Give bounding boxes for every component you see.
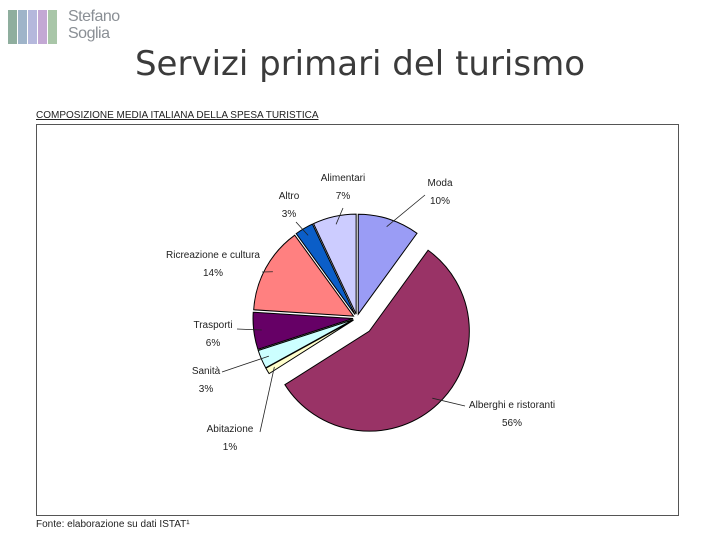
leader-line	[259, 366, 275, 433]
logo-mark	[8, 10, 58, 44]
slice-name-label: Trasporti	[193, 320, 232, 331]
slice-value-label: 10%	[430, 196, 450, 207]
leader-line	[386, 194, 426, 228]
pie-slice-alimentari	[312, 213, 357, 315]
logo-bar	[8, 10, 17, 44]
slide-title: Servizi primari del turismo	[134, 44, 586, 84]
source-note: Fonte: elaborazione su dati ISTAT¹	[36, 519, 190, 530]
slice-value-label: 6%	[206, 338, 221, 349]
leader-line	[236, 328, 262, 331]
slice-value-label: 3%	[199, 384, 214, 395]
logo-line1: Stefano	[68, 8, 120, 25]
logo-line2: Soglia	[68, 25, 110, 42]
pie-slice-sanit-	[257, 319, 354, 369]
pie-slice-trasporti	[252, 311, 354, 351]
slice-name-label: Sanità	[192, 366, 221, 377]
slice-name-label: Ricreazione e cultura	[166, 250, 260, 261]
slice-name-label: Abitazione	[207, 424, 254, 435]
logo-text: Stefano Soglia	[68, 8, 120, 42]
pie-slice-moda	[357, 213, 418, 316]
pie-slice-abitazione	[265, 319, 354, 375]
leader-line	[295, 221, 309, 236]
logo-bar	[28, 10, 37, 44]
pie-slice-altro	[295, 223, 356, 315]
slice-value-label: 7%	[336, 191, 351, 202]
slice-value-label: 14%	[203, 268, 223, 279]
slice-name-label: Alberghi e ristoranti	[469, 400, 555, 411]
leader-line	[335, 207, 344, 225]
slice-name-label: Moda	[427, 178, 452, 189]
logo-bar	[18, 10, 27, 44]
logo-bar	[48, 10, 57, 44]
pie-slice-alberghi-e-ristoranti	[284, 249, 470, 432]
chart-frame	[36, 124, 679, 516]
leader-line	[432, 397, 466, 407]
slice-value-label: 1%	[223, 442, 238, 453]
slice-value-label: 56%	[502, 418, 522, 429]
logo: Stefano Soglia	[8, 8, 134, 46]
chart-heading: COMPOSIZIONE MEDIA ITALIANA DELLA SPESA …	[36, 110, 319, 121]
logo-bar	[38, 10, 47, 44]
slice-name-label: Altro	[279, 191, 300, 202]
slice-name-label: Alimentari	[321, 173, 365, 184]
pie-slice-ricreazione-e-cultura	[253, 234, 355, 317]
slice-value-label: 3%	[282, 209, 297, 220]
leader-line	[221, 355, 270, 373]
